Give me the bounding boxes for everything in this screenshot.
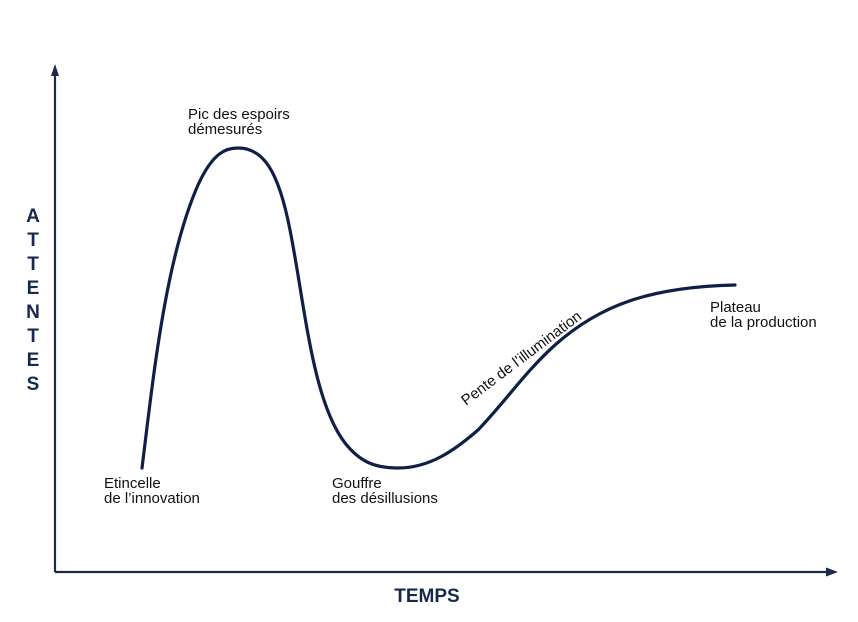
y-axis-letter: A: [26, 206, 40, 227]
label-trough-line1: Gouffre: [332, 475, 382, 492]
label-peak-line1: Pic des espoirs: [188, 106, 290, 123]
label-peak-line2: démesurés: [188, 121, 262, 138]
label-trough-line2: des désillusions: [332, 490, 438, 507]
y-axis-title: A T T E N T E S: [26, 206, 40, 395]
y-axis-letter: N: [26, 302, 40, 323]
label-plateau: Plateau de la production: [710, 299, 817, 331]
y-axis-letter: T: [27, 230, 39, 251]
y-axis-letter: E: [27, 350, 40, 371]
x-axis-arrowhead: [826, 567, 838, 577]
y-axis-arrowhead: [51, 64, 59, 76]
y-axis-letter: T: [27, 326, 39, 347]
label-slope: Pente de l’illumination: [458, 308, 585, 409]
y-axis-letter: T: [27, 254, 39, 275]
hype-curve: [140, 146, 737, 470]
label-innovation-line2: de l’innovation: [104, 490, 200, 507]
label-peak: Pic des espoirs démesurés: [188, 106, 290, 138]
label-innovation-trigger: Etincelle de l’innovation: [104, 475, 200, 507]
x-axis-title: TEMPS: [394, 586, 459, 607]
y-axis-letter: E: [27, 278, 40, 299]
label-trough: Gouffre des désillusions: [332, 475, 438, 507]
label-plateau-line2: de la production: [710, 314, 817, 331]
label-slope-line1: Pente de l’illumination: [458, 308, 585, 409]
y-axis-letter: S: [27, 374, 40, 395]
label-plateau-line1: Plateau: [710, 299, 761, 316]
axes: [51, 64, 838, 577]
label-innovation-line1: Etincelle: [104, 475, 161, 492]
